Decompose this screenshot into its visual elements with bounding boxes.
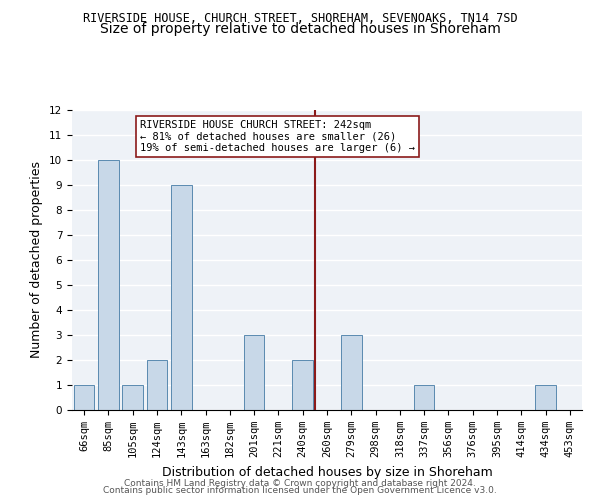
Text: RIVERSIDE HOUSE CHURCH STREET: 242sqm
← 81% of detached houses are smaller (26)
: RIVERSIDE HOUSE CHURCH STREET: 242sqm ← … xyxy=(140,120,415,153)
Bar xyxy=(74,385,94,410)
Text: Contains public sector information licensed under the Open Government Licence v3: Contains public sector information licen… xyxy=(103,486,497,495)
Bar xyxy=(414,385,434,410)
Bar xyxy=(341,335,362,410)
Bar xyxy=(171,185,191,410)
X-axis label: Distribution of detached houses by size in Shoreham: Distribution of detached houses by size … xyxy=(161,466,493,478)
Bar xyxy=(122,385,143,410)
Bar xyxy=(535,385,556,410)
Text: Contains HM Land Registry data © Crown copyright and database right 2024.: Contains HM Land Registry data © Crown c… xyxy=(124,478,476,488)
Bar xyxy=(244,335,265,410)
Bar xyxy=(146,360,167,410)
Text: RIVERSIDE HOUSE, CHURCH STREET, SHOREHAM, SEVENOAKS, TN14 7SD: RIVERSIDE HOUSE, CHURCH STREET, SHOREHAM… xyxy=(83,12,517,26)
Text: Size of property relative to detached houses in Shoreham: Size of property relative to detached ho… xyxy=(100,22,500,36)
Y-axis label: Number of detached properties: Number of detached properties xyxy=(31,162,43,358)
Bar xyxy=(292,360,313,410)
Bar xyxy=(98,160,119,410)
